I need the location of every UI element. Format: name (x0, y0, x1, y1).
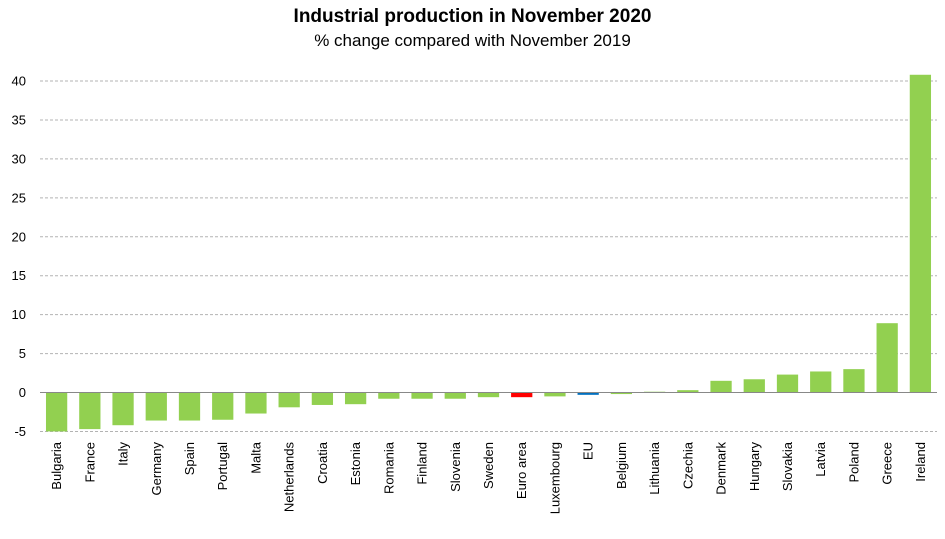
bar (444, 392, 466, 399)
x-tick-label: Italy (116, 442, 131, 466)
chart-title: Industrial production in November 2020 (293, 6, 652, 27)
y-tick-label: 20 (12, 229, 26, 244)
bar (344, 392, 367, 405)
bar (810, 371, 832, 393)
y-tick-label: 5 (19, 346, 26, 361)
x-tick-label: Spain (182, 442, 197, 475)
bar (278, 392, 300, 408)
bar (610, 392, 633, 395)
x-tick-label: Finland (415, 442, 430, 485)
x-tick-label: Belgium (614, 442, 629, 489)
x-tick-label: EU (581, 442, 596, 460)
bar (577, 392, 599, 395)
x-tick-label: Greece (880, 442, 895, 485)
x-tick-label: Croatia (315, 441, 330, 484)
x-tick-label: Slovenia (448, 441, 463, 492)
x-tick-label: Luxembourg (547, 442, 562, 514)
y-tick-label: 40 (12, 74, 26, 89)
bar (710, 380, 732, 393)
bar (876, 323, 898, 393)
y-tick-label: 0 (19, 385, 26, 400)
y-tick-label: -5 (14, 424, 26, 439)
bar (743, 379, 765, 393)
y-tick-label: 30 (12, 151, 26, 166)
x-tick-label: Lithuania (647, 441, 662, 495)
x-tick-label: France (82, 442, 97, 482)
bar (411, 392, 433, 399)
bar (178, 392, 201, 421)
chart-subtitle: % change compared with November 2019 (314, 31, 631, 50)
x-tick-label: Sweden (481, 442, 496, 489)
y-tick-label: 10 (12, 307, 26, 322)
y-tick-label: 35 (12, 112, 26, 127)
y-tick-label: 15 (12, 268, 26, 283)
x-tick-label: Denmark (714, 442, 729, 495)
x-tick-label: Slovakia (780, 441, 795, 491)
x-tick-label: Hungary (747, 442, 762, 492)
x-tick-label: Czechia (680, 441, 695, 489)
x-tick-label: Ireland (913, 442, 928, 482)
x-tick-label: Poland (846, 442, 861, 482)
x-tick-label: Portugal (215, 442, 230, 491)
x-tick-label: Bulgaria (49, 441, 64, 489)
x-tick-label: Romania (381, 441, 396, 494)
bar (145, 392, 167, 421)
bar (212, 392, 234, 420)
x-tick-label: Estonia (348, 441, 363, 485)
bar (378, 392, 400, 399)
bar (477, 392, 500, 398)
y-tick-label: 25 (12, 190, 26, 205)
bar (544, 392, 566, 397)
x-tick-label: Latvia (813, 441, 828, 476)
x-tick-label: Euro area (514, 441, 529, 499)
x-tick-label: Netherlands (282, 442, 297, 513)
bar (112, 392, 134, 426)
bar (245, 392, 267, 414)
bar (311, 392, 334, 405)
x-tick-label: Germany (149, 442, 164, 496)
bar (843, 369, 865, 393)
bar (909, 74, 932, 393)
bar (511, 392, 533, 398)
bar (677, 390, 699, 393)
bar (776, 374, 799, 393)
x-tick-label: Malta (248, 441, 263, 474)
bar (79, 392, 101, 430)
bar (45, 392, 68, 432)
